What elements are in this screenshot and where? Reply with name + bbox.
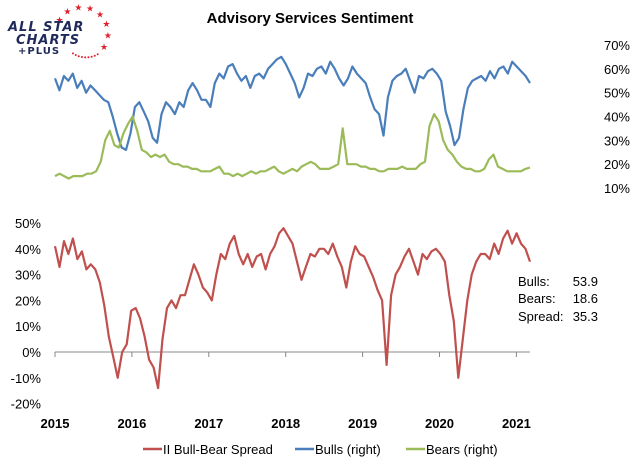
logo-dot <box>87 56 90 59</box>
xtick-label: 2015 <box>41 416 70 431</box>
lower-ytick-label: 0% <box>22 345 41 360</box>
bulls-line <box>53 55 531 151</box>
lower-ytick-label: 40% <box>15 242 41 257</box>
star-arc-icon: ★★ ★ ★★★★★ <box>55 2 112 59</box>
stat-bulls-value: 53.9 <box>573 274 598 289</box>
lower-ytick-label: 10% <box>15 319 41 334</box>
logo-line-1: ALL STAR <box>8 20 85 35</box>
upper-ytick-label: 20% <box>604 157 630 172</box>
logo-line-3: +PLUS <box>18 46 61 57</box>
upper-ytick-label: 70% <box>604 38 630 53</box>
logo-dot <box>93 54 96 57</box>
upper-ytick-label: 10% <box>604 181 630 196</box>
logo-star-icon: ★ <box>55 15 63 25</box>
logo-dot <box>74 54 77 57</box>
xtick-label: 2017 <box>194 416 223 431</box>
logo-dot <box>96 53 99 56</box>
bears-line <box>54 113 531 180</box>
stat-spread-label: Spread: <box>518 309 564 324</box>
logo-star-icon: ★ <box>63 6 71 16</box>
logo-dot <box>90 55 93 58</box>
logo-star-icon: ★ <box>74 2 82 12</box>
upper-right-axis: 10% 20% 30% 40% 50% 60% 70% <box>604 38 630 196</box>
xtick-label: 2018 <box>271 416 300 431</box>
upper-ytick-label: 60% <box>604 62 630 77</box>
logo-star-icon: ★ <box>86 3 94 13</box>
logo-dot <box>71 52 74 55</box>
logo-star-icon: ★ <box>104 31 112 41</box>
xtick-label: 2019 <box>348 416 377 431</box>
xtick-label: 2016 <box>117 416 146 431</box>
logo-dot <box>77 55 80 58</box>
upper-ytick-label: 40% <box>604 110 630 125</box>
lower-ytick-label: 50% <box>15 216 41 231</box>
xtick-label: 2020 <box>425 416 454 431</box>
chart-title: Advisory Services Sentiment <box>207 10 414 27</box>
logo-dot <box>84 56 87 59</box>
logo-star-icon: ★ <box>96 9 104 19</box>
lower-plot <box>53 227 532 390</box>
latest-readings: Bulls: 53.9 Bears: 18.6 Spread: 35.3 <box>518 274 598 324</box>
xtick-label: 2021 <box>502 416 531 431</box>
lower-ytick-label: -10% <box>11 371 42 386</box>
stat-bears-value: 18.6 <box>573 291 598 306</box>
lower-ytick-label: 20% <box>15 293 41 308</box>
logo-star-icon: ★ <box>102 19 110 29</box>
stat-bulls-label: Bulls: <box>518 274 550 289</box>
all-star-charts-logo: ★ ★ ★ ★ ★ ★ ★ ★ ALL STAR CHARTS +PLUS <box>4 2 124 60</box>
legend-label-bears: Bears (right) <box>426 442 498 457</box>
logo-star-icon: ★ <box>100 42 108 52</box>
spread-line <box>53 227 532 390</box>
stat-spread-value: 35.3 <box>573 309 598 324</box>
lower-ytick-label: -20% <box>11 397 42 412</box>
upper-ytick-label: 30% <box>604 133 630 148</box>
logo-line-2: CHARTS <box>16 33 81 48</box>
stat-bears-label: Bears: <box>518 291 556 306</box>
upper-ytick-label: 50% <box>604 86 630 101</box>
legend-label-bulls: Bulls (right) <box>315 442 381 457</box>
upper-plot <box>53 55 531 180</box>
lower-axes: -20% -10% 0% 10% 20% 30% 40% 50% 2015 2016 2017 201… <box>11 216 531 431</box>
lower-ytick-label: 30% <box>15 268 41 283</box>
legend-label-spread: II Bull-Bear Spread <box>163 442 273 457</box>
legend: II Bull-Bear Spread Bulls (right) Bears … <box>143 442 498 457</box>
logo-dot <box>80 56 83 59</box>
